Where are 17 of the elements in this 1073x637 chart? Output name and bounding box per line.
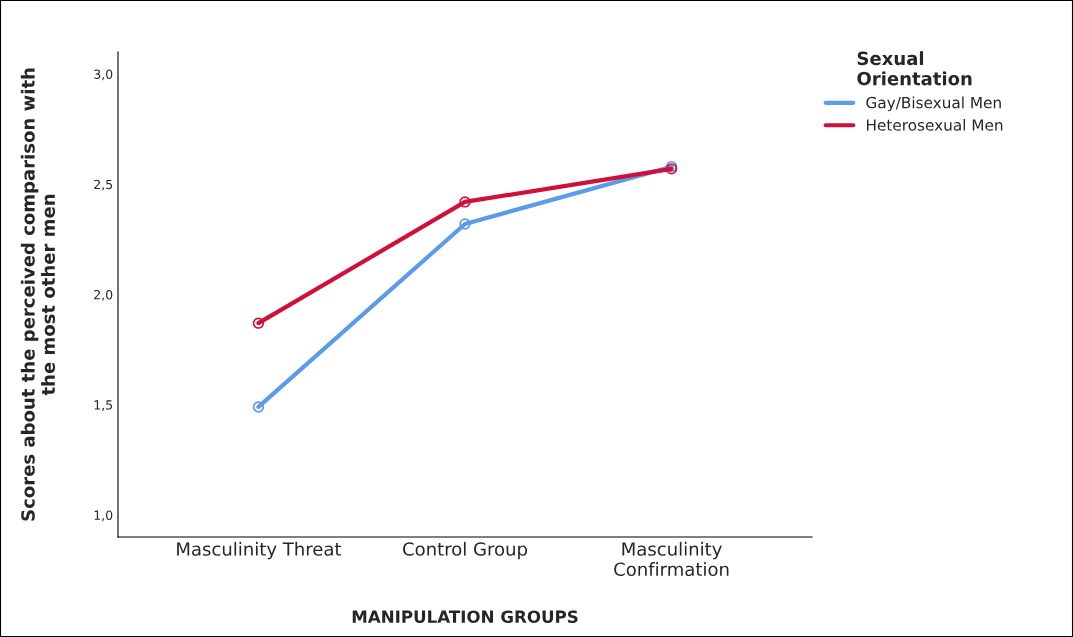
x-tick-label: Control Group xyxy=(403,541,527,560)
legend-title: Sexual Orientation xyxy=(857,51,972,86)
y-axis-title: Scores about the perceived comparison with the most other men xyxy=(20,68,56,521)
point xyxy=(459,196,471,208)
point xyxy=(252,317,265,329)
y-tick-label: 2,5 xyxy=(94,179,113,191)
x-tick-label: Masculinity Confirmation xyxy=(614,541,729,577)
y-tick-label: 2,0 xyxy=(94,289,113,301)
point xyxy=(459,218,471,230)
x-tick-label: Masculinity Threat xyxy=(177,541,342,560)
y-tick-label: 1,5 xyxy=(94,400,113,411)
y-tick-label: 3,0 xyxy=(94,69,113,81)
x-axis-title: MANIPULATION GROUPS xyxy=(352,610,578,624)
legend-label: Gay/Bisexual Men xyxy=(866,96,1001,112)
legend-label: Heterosexual Men xyxy=(866,118,1003,131)
point xyxy=(252,401,265,413)
y-tick-label: 1,0 xyxy=(94,510,113,522)
